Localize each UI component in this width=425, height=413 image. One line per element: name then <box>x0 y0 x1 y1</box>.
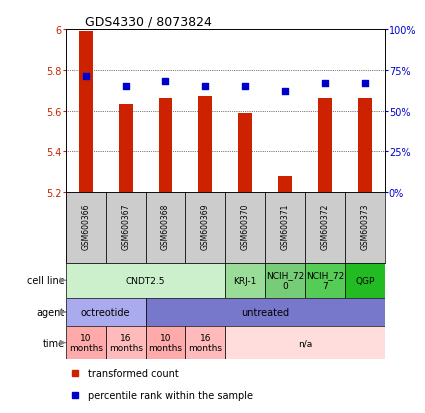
Text: GSM600368: GSM600368 <box>161 204 170 250</box>
Point <box>162 78 169 85</box>
Point <box>361 80 368 87</box>
Bar <box>145 326 185 359</box>
Text: GSM600369: GSM600369 <box>201 203 210 250</box>
Text: GSM600371: GSM600371 <box>280 204 289 250</box>
Bar <box>305 263 345 298</box>
Text: GDS4330 / 8073824: GDS4330 / 8073824 <box>85 16 212 28</box>
Point <box>82 74 89 81</box>
Text: QGP: QGP <box>355 276 374 285</box>
Bar <box>358 99 372 193</box>
Bar <box>145 193 185 263</box>
Bar <box>159 99 173 193</box>
Text: KRJ-1: KRJ-1 <box>233 276 257 285</box>
Bar <box>79 32 93 193</box>
Bar <box>66 326 106 359</box>
Text: 16
months: 16 months <box>188 333 222 352</box>
Text: 10
months: 10 months <box>148 333 182 352</box>
Point <box>282 88 289 95</box>
Bar <box>225 193 265 263</box>
Bar <box>66 193 106 263</box>
Text: transformed count: transformed count <box>88 368 179 377</box>
Bar <box>66 298 145 326</box>
Point <box>202 83 209 90</box>
Bar <box>225 263 265 298</box>
Bar <box>265 263 305 298</box>
Text: n/a: n/a <box>298 338 312 347</box>
Text: GSM600370: GSM600370 <box>241 203 249 250</box>
Bar <box>225 326 385 359</box>
Bar <box>265 193 305 263</box>
Point <box>242 83 249 90</box>
Text: GSM600366: GSM600366 <box>81 203 90 250</box>
Bar <box>278 176 292 193</box>
Text: GSM600373: GSM600373 <box>360 203 369 250</box>
Text: GSM600367: GSM600367 <box>121 203 130 250</box>
Text: percentile rank within the sample: percentile rank within the sample <box>88 390 253 400</box>
Text: NCIH_72
0: NCIH_72 0 <box>266 271 304 290</box>
Text: 16
months: 16 months <box>109 333 143 352</box>
Text: NCIH_72
7: NCIH_72 7 <box>306 271 344 290</box>
Text: agent: agent <box>37 307 65 317</box>
Bar <box>106 193 145 263</box>
Bar <box>345 263 385 298</box>
Text: cell line: cell line <box>27 275 65 286</box>
Text: 10
months: 10 months <box>69 333 103 352</box>
Point <box>122 83 129 90</box>
Bar <box>119 105 133 193</box>
Bar <box>106 326 145 359</box>
Text: time: time <box>43 338 65 348</box>
Bar <box>238 113 252 193</box>
Text: GSM600372: GSM600372 <box>320 204 329 250</box>
Point <box>321 80 328 87</box>
Text: CNDT2.5: CNDT2.5 <box>126 276 165 285</box>
Bar <box>345 193 385 263</box>
Bar <box>305 193 345 263</box>
Bar <box>145 298 385 326</box>
Text: untreated: untreated <box>241 307 289 317</box>
Bar <box>318 99 332 193</box>
Bar <box>185 193 225 263</box>
Bar <box>66 263 225 298</box>
Text: octreotide: octreotide <box>81 307 130 317</box>
Bar <box>198 97 212 193</box>
Bar <box>185 326 225 359</box>
